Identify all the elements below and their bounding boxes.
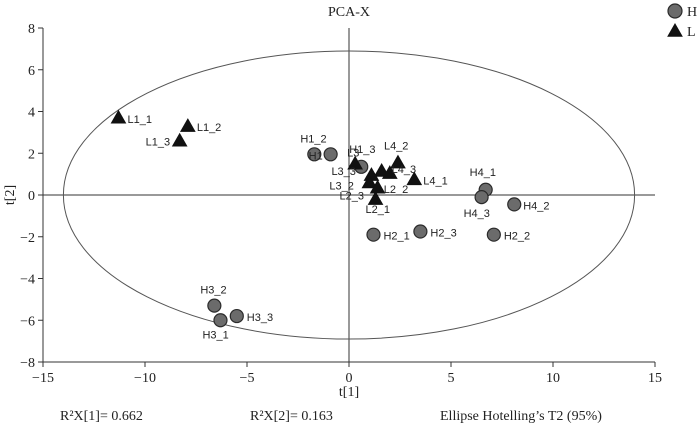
point-h-circle <box>413 224 428 239</box>
axes: −15 −10 −5 0 5 10 15 −8 −6 −4 −2 0 2 4 6 8 <box>20 22 662 386</box>
point-l-triangle <box>369 179 386 194</box>
point-label: L3 <box>347 148 359 160</box>
point-label: L1_3 <box>146 137 170 149</box>
point-l-triangle <box>361 174 378 189</box>
point-label: H1_2 <box>300 133 326 145</box>
point-label: H3_2 <box>200 285 226 297</box>
point-label: L2_2 <box>384 184 408 196</box>
point-label: H3_3 <box>247 312 273 324</box>
chart-title: PCA-X <box>328 5 370 20</box>
point-label: H4_1 <box>470 167 496 179</box>
point-label: L2_1 <box>366 204 390 216</box>
x-tick-label: −15 <box>32 371 54 386</box>
y-axis-label: t[2] <box>3 185 18 205</box>
y-tick-label: 6 <box>28 64 35 79</box>
legend-label: H <box>687 5 697 20</box>
point-l-triangle <box>171 132 188 147</box>
point-l-triangle <box>406 171 423 186</box>
y-tick-label: −8 <box>20 356 35 371</box>
point-h-circle <box>323 147 338 162</box>
point-l-triangle <box>373 162 390 177</box>
point-label: H4_2 <box>523 200 549 212</box>
point-label: H2_3 <box>430 228 456 240</box>
point-label: L4_1 <box>423 175 447 187</box>
y-tick-label: −4 <box>20 273 35 288</box>
point-label: L4_3 <box>392 164 416 176</box>
hotelling-t2-ellipse <box>62 50 636 340</box>
point-label: L2_3 <box>340 191 364 203</box>
x-tick-label: 5 <box>448 371 455 386</box>
x-tick-label: −10 <box>134 371 156 386</box>
point-h-circle <box>507 197 522 212</box>
x-tick-label: 0 <box>346 371 353 386</box>
x-axis-label: t[1] <box>339 385 359 400</box>
y-tick-label: 2 <box>28 147 35 162</box>
point-h-circle <box>366 227 381 242</box>
point-l-triangle <box>110 109 127 124</box>
point-l-triangle <box>390 154 406 169</box>
legend: HL <box>667 3 697 40</box>
hotelling-ellipse-layer <box>62 50 636 340</box>
point-h-circle <box>474 189 489 205</box>
x-tick-label: 15 <box>648 371 662 386</box>
point-h-circle <box>213 313 228 328</box>
point-label: L4_2 <box>384 141 408 153</box>
y-tick-label: 0 <box>28 189 35 204</box>
point-label: L1_2 <box>197 122 221 134</box>
point-label: H3_1 <box>202 329 228 341</box>
x-tick-label: 10 <box>546 371 560 386</box>
point-l-triangle <box>179 118 196 132</box>
point-l-triangle <box>347 155 363 170</box>
point-h-circle <box>486 227 501 242</box>
point-h-circle <box>229 308 244 324</box>
point-l-triangle <box>381 165 398 179</box>
point-label: H1_3 <box>349 144 375 156</box>
point-labels: H1_2 H1 H1_3 H2_1 H2_3 H2_2 H4_1 H4_3 H4_2 H3_2 H3… <box>127 114 549 341</box>
legend-marker-triangle <box>667 22 683 37</box>
r2x1-stat: R²X[1]= 0.662 <box>60 409 143 424</box>
data-points <box>110 109 522 328</box>
point-h-circle <box>207 298 222 313</box>
legend-marker-circle <box>667 3 683 19</box>
point-label: H1 <box>309 150 323 162</box>
y-tick-label: 4 <box>28 106 35 121</box>
point-label: H2_2 <box>504 231 530 243</box>
point-label: L1_1 <box>127 114 151 126</box>
point-label: L3_2 <box>329 180 353 192</box>
point-h-circle <box>307 147 322 162</box>
x-tick-label: −5 <box>240 371 255 386</box>
point-label: L3_3 <box>331 166 355 178</box>
ellipse-note: Ellipse Hotelling’s T2 (95%) <box>440 409 602 424</box>
r2x2-stat: R²X[2]= 0.163 <box>250 409 333 424</box>
y-tick-label: −6 <box>20 314 35 329</box>
point-l-triangle <box>367 191 384 205</box>
point-label: H2_1 <box>383 231 409 243</box>
y-tick-label: 8 <box>28 22 35 37</box>
legend-label: L <box>687 25 696 40</box>
y-tick-label: −2 <box>20 231 35 246</box>
point-label: H4_3 <box>464 208 490 220</box>
